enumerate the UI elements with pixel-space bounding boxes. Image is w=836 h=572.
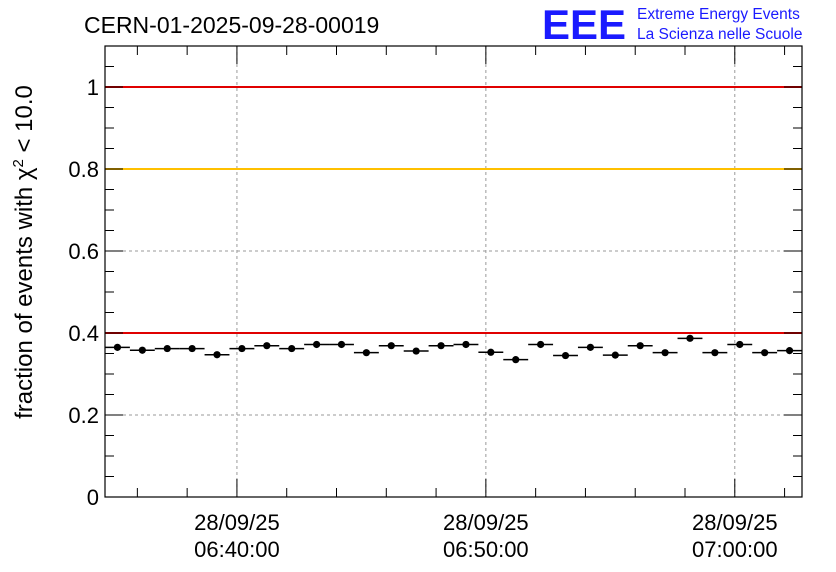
data-point xyxy=(353,349,379,357)
chart-title: CERN-01-2025-09-28-00019 xyxy=(84,12,379,38)
point-marker xyxy=(736,340,744,349)
x-tick-time-label: 06:40:00 xyxy=(194,537,280,562)
data-points xyxy=(105,334,802,364)
point-marker xyxy=(785,347,794,355)
logo-line-2: La Scienza nelle Scuole xyxy=(637,26,802,43)
point-marker xyxy=(362,349,370,357)
point-marker xyxy=(661,349,669,357)
point-marker xyxy=(312,340,321,349)
data-point xyxy=(204,351,230,359)
point-marker xyxy=(288,344,296,353)
point-marker xyxy=(437,342,445,350)
data-point xyxy=(702,349,728,357)
y-tick-label: 0.6 xyxy=(68,239,99,264)
y-tick-label: 0.4 xyxy=(68,321,99,346)
x-tick-time-label: 07:00:00 xyxy=(692,537,778,562)
plot-frame xyxy=(104,45,803,498)
data-point xyxy=(577,343,603,351)
y-axis-label: fraction of events with χ2 < 10.0 xyxy=(10,85,38,419)
data-point xyxy=(652,349,678,357)
data-point xyxy=(752,349,778,357)
y-tick-label: 0.8 xyxy=(68,157,99,182)
data-point xyxy=(403,347,429,355)
x-tick-date-label: 28/09/25 xyxy=(443,510,529,535)
point-marker xyxy=(213,351,221,359)
data-point xyxy=(279,344,305,353)
data-point xyxy=(179,344,205,353)
data-point xyxy=(627,342,653,350)
point-marker xyxy=(238,344,246,353)
x-tick-time-label: 06:50:00 xyxy=(443,537,529,562)
point-marker xyxy=(337,340,346,349)
point-marker xyxy=(412,347,420,355)
grid xyxy=(105,46,802,497)
y-tick-label: 0 xyxy=(87,485,99,510)
x-tick-date-label: 28/09/25 xyxy=(692,510,778,535)
data-point xyxy=(129,346,155,354)
logo-line-1: Extreme Energy Events xyxy=(637,6,800,23)
data-point xyxy=(453,340,479,349)
data-point xyxy=(304,340,330,349)
data-point xyxy=(727,340,753,349)
point-marker xyxy=(188,344,196,353)
data-point xyxy=(329,340,354,349)
point-marker xyxy=(711,349,719,357)
point-marker xyxy=(163,344,171,353)
x-tick-date-label: 28/09/25 xyxy=(194,510,280,535)
data-point xyxy=(503,356,529,364)
point-marker xyxy=(611,351,619,359)
data-point xyxy=(478,348,504,356)
data-point xyxy=(229,344,255,353)
data-point xyxy=(378,342,404,350)
point-marker xyxy=(138,346,146,354)
data-point xyxy=(602,351,628,359)
point-marker xyxy=(387,342,395,350)
y-tick-label: 1 xyxy=(87,75,99,100)
axes xyxy=(104,45,803,498)
point-marker xyxy=(462,340,470,349)
tick-labels: 00.20.40.60.8128/09/2506:40:0028/09/2506… xyxy=(68,75,777,562)
point-marker xyxy=(761,349,769,357)
data-point xyxy=(528,340,554,349)
eee-logo: EEE Extreme Energy Events La Scienza nel… xyxy=(542,1,802,48)
point-marker xyxy=(561,351,570,360)
data-point xyxy=(154,344,180,353)
point-marker xyxy=(113,343,122,351)
point-marker xyxy=(487,348,495,356)
data-point xyxy=(105,343,130,351)
data-point xyxy=(428,342,454,350)
data-point xyxy=(677,334,703,342)
point-marker xyxy=(586,343,595,351)
point-marker xyxy=(537,340,545,349)
reference-lines xyxy=(105,86,802,334)
point-marker xyxy=(512,356,520,364)
data-point xyxy=(254,342,280,350)
logo-mark: EEE xyxy=(542,1,626,48)
y-tick-label: 0.2 xyxy=(68,403,99,428)
point-marker xyxy=(686,334,694,342)
data-point xyxy=(777,347,802,355)
data-point xyxy=(553,351,578,360)
point-marker xyxy=(636,342,644,350)
point-marker xyxy=(263,342,271,350)
